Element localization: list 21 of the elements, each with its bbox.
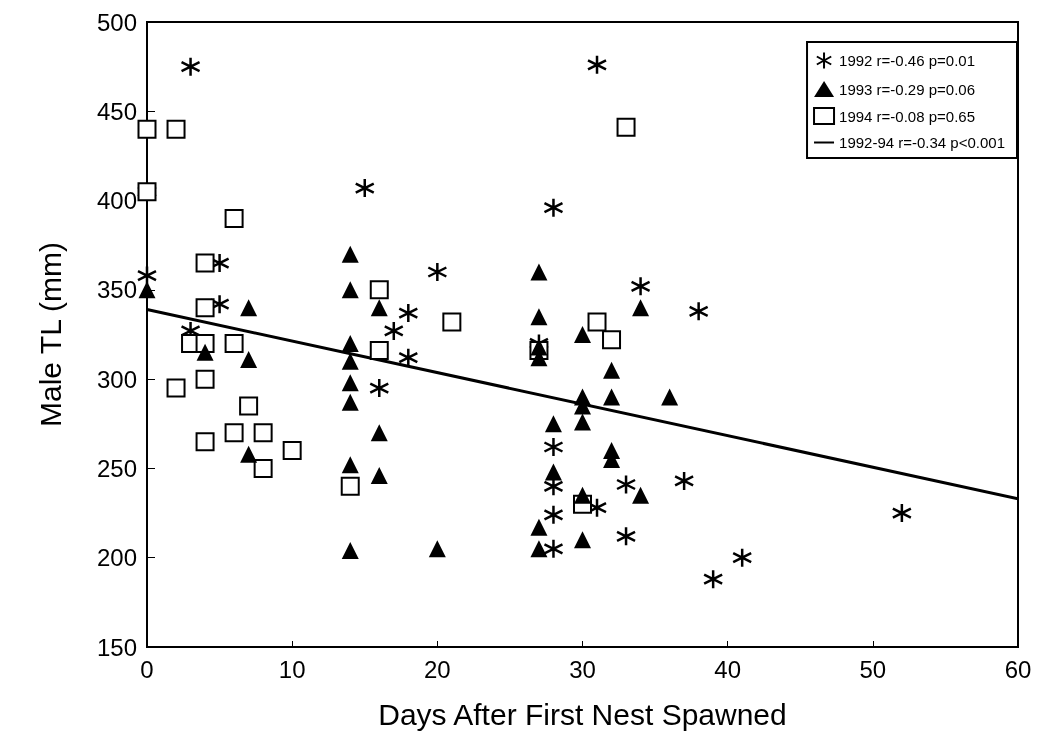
y-tick-label: 300 <box>96 365 137 393</box>
legend-label: 1993 r=-0.29 p=0.06 <box>839 80 975 98</box>
y-tick-label: 350 <box>96 276 137 304</box>
y-tick-label: 200 <box>96 544 137 572</box>
legend-label: 1992 r=-0.46 p=0.01 <box>839 52 975 69</box>
y-tick-label: 400 <box>96 187 137 215</box>
y-axis-title: Male TL (mm) <box>33 241 67 428</box>
x-tick-label: 0 <box>140 655 154 683</box>
y-tick-label: 250 <box>96 454 137 482</box>
x-tick-label: 10 <box>278 655 306 683</box>
x-tick-label: 30 <box>569 655 596 683</box>
y-tick-label: 150 <box>96 633 137 661</box>
x-tick-label: 20 <box>423 655 451 683</box>
y-tick-label: 450 <box>96 97 137 125</box>
legend-label: 1992-94 r=-0.34 p<0.001 <box>839 134 1005 151</box>
x-tick-label: 50 <box>859 655 887 683</box>
legend-label: 1994 r=-0.08 p=0.65 <box>839 107 975 125</box>
y-tick-label: 500 <box>96 8 137 36</box>
x-axis-title: Days After First Nest Spawned <box>378 697 787 731</box>
x-tick-label: 40 <box>714 655 742 683</box>
x-tick-label: 60 <box>1004 655 1032 683</box>
